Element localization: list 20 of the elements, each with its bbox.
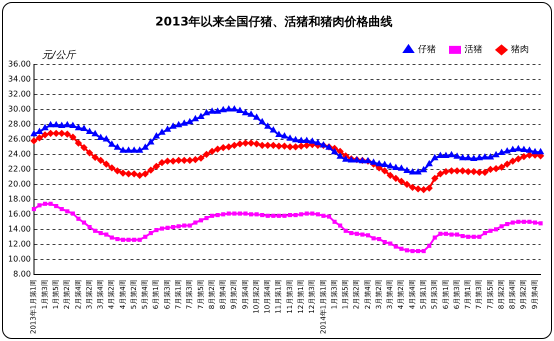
y-axis-title: 元/公斤 xyxy=(42,48,76,61)
chart-title: 2013年以来全国仔猪、活猪和猪肉价格曲线 xyxy=(155,14,393,28)
y-tick-label: 18.00 xyxy=(8,194,31,204)
y-tick-label: 28.00 xyxy=(8,119,31,128)
y-tick-label: 10.00 xyxy=(8,254,31,264)
legend-label: 猪肉 xyxy=(511,44,529,56)
y-tick-label: 36.00 xyxy=(8,59,31,68)
y-tick-label: 16.00 xyxy=(8,209,31,218)
y-tick-label: 20.00 xyxy=(8,179,31,188)
legend-label: 仔猪 xyxy=(418,44,436,56)
y-tick-label: 24.00 xyxy=(8,149,31,158)
y-tick-label: 14.00 xyxy=(8,224,31,234)
y-tick-label: 30.00 xyxy=(8,104,31,114)
y-tick-label: 22.00 xyxy=(8,164,31,174)
y-tick-label: 34.00 xyxy=(8,74,31,84)
y-tick-label: 32.00 xyxy=(8,89,31,98)
legend-label: 活猪 xyxy=(464,44,482,56)
y-tick-label: 26.00 xyxy=(8,134,31,144)
y-tick-label: 8.00 xyxy=(13,269,31,278)
y-tick-label: 12.00 xyxy=(8,239,31,248)
